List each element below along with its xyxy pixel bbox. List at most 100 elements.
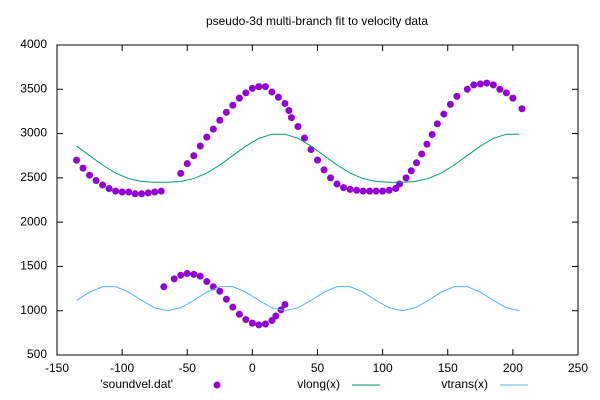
data-point [183, 270, 191, 278]
data-point [105, 184, 113, 192]
data-point [170, 275, 178, 283]
data-point [518, 105, 526, 113]
y-tick-label: 2000 [20, 214, 47, 228]
data-point [440, 110, 448, 118]
data-point [138, 190, 146, 198]
legend-label: vlong(x) [297, 377, 340, 391]
x-tick-label: 250 [568, 361, 588, 375]
data-point [274, 93, 282, 101]
y-tick-label: 4000 [20, 37, 47, 51]
data-point [222, 108, 230, 116]
data-point [112, 187, 120, 195]
data-point [216, 287, 224, 295]
data-point [131, 190, 139, 198]
data-point [327, 174, 335, 182]
data-point [446, 100, 454, 108]
data-point [496, 85, 504, 93]
chart-title: pseudo-3d multi-branch fit to velocity d… [206, 14, 428, 28]
x-tick-label: 200 [503, 361, 523, 375]
legend-label: vtrans(x) [441, 377, 488, 391]
data-point [379, 187, 387, 195]
data-point [418, 150, 426, 158]
data-point [281, 99, 289, 107]
data-point [385, 186, 393, 194]
data-point [151, 188, 159, 196]
data-point [287, 114, 295, 122]
data-point [248, 319, 256, 327]
data-point [268, 88, 276, 96]
data-point [428, 130, 436, 138]
data-point [489, 81, 497, 89]
data-point [470, 81, 478, 89]
data-point [79, 164, 87, 172]
y-tick-label: 1000 [20, 303, 47, 317]
data-point [203, 277, 211, 285]
x-tick-label: 100 [373, 361, 393, 375]
data-point [118, 188, 126, 196]
data-point [73, 156, 81, 164]
y-tick-label: 1500 [20, 259, 47, 273]
data-point [333, 180, 341, 188]
data-point [359, 187, 367, 195]
data-point [285, 107, 293, 115]
data-point [300, 134, 308, 142]
data-point [353, 186, 361, 194]
data-point [502, 89, 510, 97]
data-point [222, 295, 230, 303]
data-point [160, 283, 168, 291]
data-point [340, 184, 348, 192]
data-point [366, 187, 374, 195]
data-point [242, 316, 250, 324]
data-point [281, 301, 289, 309]
x-tick-label: -100 [110, 361, 134, 375]
data-point [423, 140, 431, 148]
data-point [190, 152, 198, 160]
data-point [453, 92, 461, 100]
data-point [483, 79, 491, 87]
data-point [144, 189, 152, 197]
data-point [261, 320, 269, 328]
data-point [86, 171, 94, 179]
data-point [157, 187, 165, 195]
data-line [76, 286, 520, 312]
data-point [463, 85, 471, 93]
x-tick-label: 50 [311, 361, 325, 375]
data-line [76, 133, 520, 183]
data-point [229, 101, 237, 109]
data-point [99, 181, 107, 189]
data-point [183, 160, 191, 168]
data-point [372, 187, 380, 195]
data-point [255, 83, 263, 91]
data-point [229, 303, 237, 311]
legend-label: 'soundvel.dat' [100, 377, 173, 391]
data-point [294, 122, 302, 130]
data-point [177, 271, 185, 279]
legend-marker [213, 381, 221, 389]
data-point [235, 94, 243, 102]
data-point [314, 156, 321, 164]
data-point [92, 177, 100, 185]
data-point [261, 83, 269, 91]
data-point [255, 321, 263, 329]
data-point [209, 125, 217, 133]
data-point [125, 188, 133, 196]
y-tick-label: 2500 [20, 170, 47, 184]
data-point [412, 159, 420, 167]
y-tick-label: 500 [27, 347, 47, 361]
x-tick-label: -50 [179, 361, 197, 375]
data-point [190, 270, 198, 278]
data-point [248, 84, 256, 92]
data-point [307, 146, 315, 154]
data-point [433, 120, 441, 128]
data-point [196, 142, 204, 150]
data-point [177, 169, 185, 177]
data-point [320, 166, 328, 174]
x-tick-label: 0 [249, 361, 256, 375]
data-point [407, 167, 415, 175]
data-point [196, 272, 204, 280]
data-point [509, 94, 517, 102]
x-tick-label: -150 [45, 361, 69, 375]
data-point [402, 174, 410, 182]
y-tick-label: 3000 [20, 126, 47, 140]
